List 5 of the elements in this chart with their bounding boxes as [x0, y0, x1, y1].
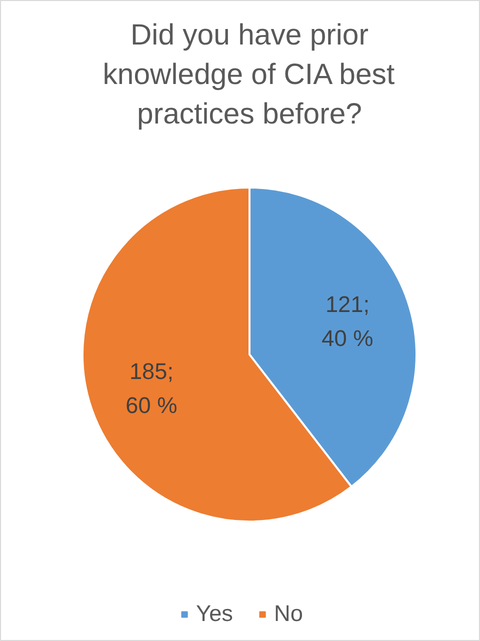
- data-label: 121; 40 %: [322, 291, 374, 351]
- data-label: 185; 60 %: [126, 358, 178, 418]
- chart-title: Did you have prior knowledge of CIA best practices before?: [102, 18, 395, 131]
- legend-label: No: [274, 600, 303, 627]
- legend-label: Yes: [196, 600, 233, 627]
